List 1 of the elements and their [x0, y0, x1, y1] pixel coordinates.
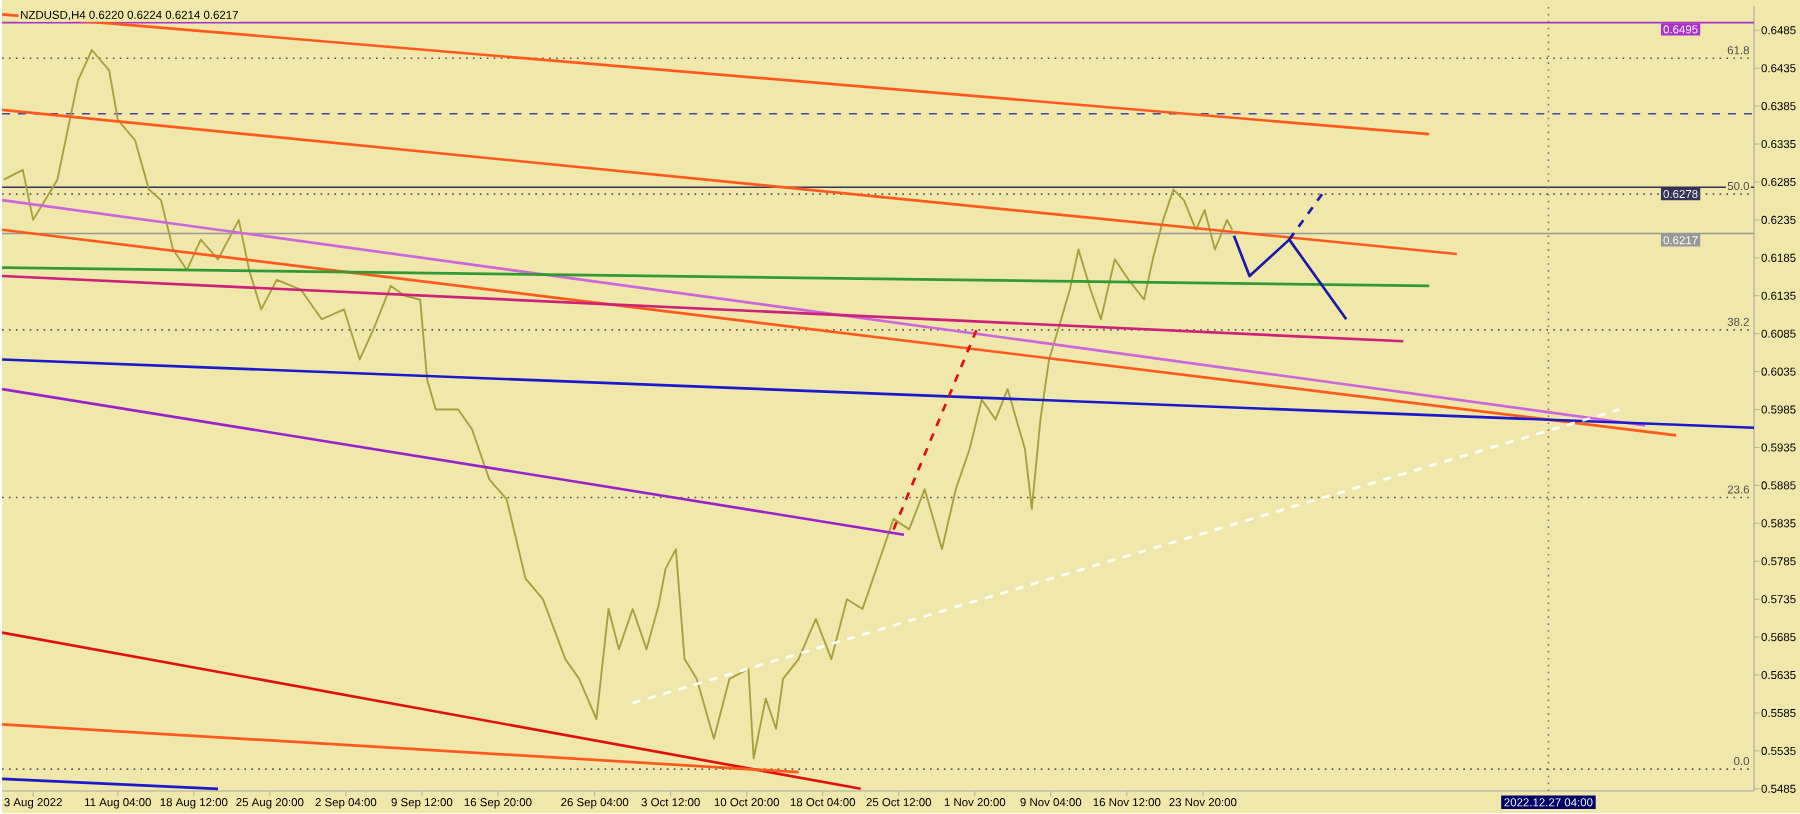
line-series	[2, 49, 1234, 760]
